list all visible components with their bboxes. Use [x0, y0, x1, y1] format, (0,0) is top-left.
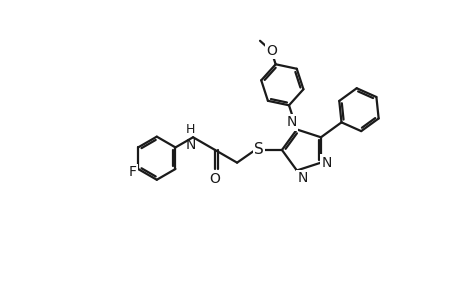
- Text: O: O: [209, 172, 220, 186]
- Text: N: N: [185, 138, 196, 152]
- Text: N: N: [321, 156, 331, 170]
- Text: N: N: [297, 171, 308, 185]
- Text: O: O: [265, 44, 276, 58]
- Text: H: H: [185, 123, 195, 136]
- Text: N: N: [286, 116, 296, 130]
- Text: F: F: [129, 165, 136, 179]
- Text: S: S: [254, 142, 263, 158]
